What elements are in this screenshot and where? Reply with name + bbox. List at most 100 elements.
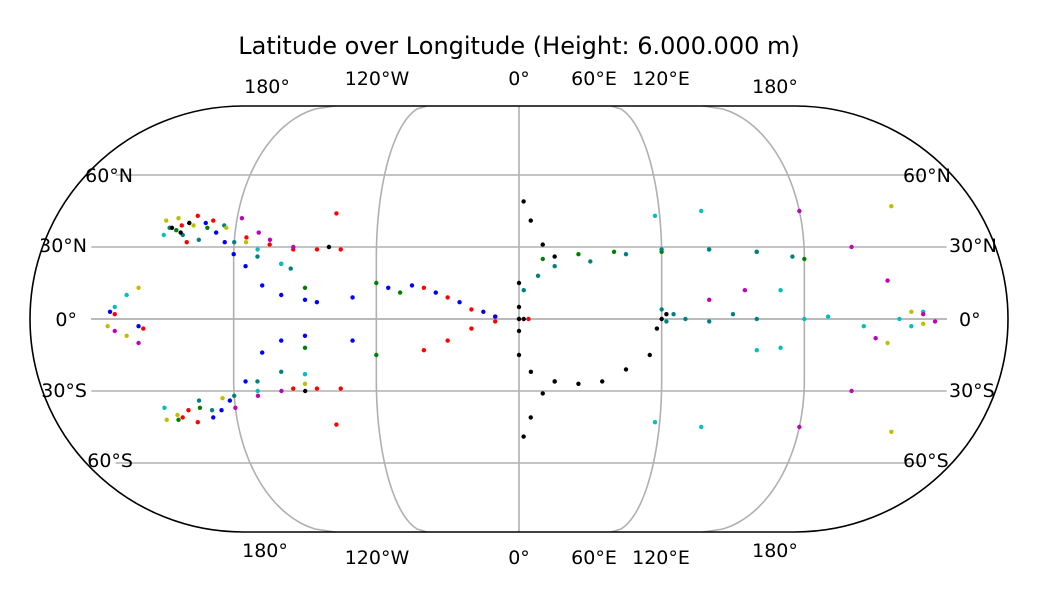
data-point bbox=[205, 225, 210, 230]
data-point bbox=[314, 300, 320, 305]
data-point bbox=[224, 225, 229, 230]
top-tick-label: 180° bbox=[244, 76, 290, 98]
data-point bbox=[409, 283, 415, 288]
bottom-tick-label: 180° bbox=[242, 540, 288, 562]
data-point bbox=[203, 220, 208, 226]
data-point bbox=[222, 240, 227, 245]
data-point bbox=[730, 312, 736, 317]
data-point bbox=[303, 388, 308, 394]
data-point bbox=[196, 398, 202, 403]
data-point bbox=[255, 254, 260, 259]
data-point bbox=[699, 424, 704, 430]
right-tick-label: 30°N bbox=[949, 235, 997, 257]
data-point bbox=[516, 280, 522, 286]
data-point bbox=[180, 415, 185, 420]
data-point bbox=[176, 216, 181, 221]
data-point bbox=[652, 213, 658, 218]
data-point bbox=[654, 326, 660, 331]
data-point bbox=[256, 230, 261, 235]
bottom-tick-label: 120°E bbox=[632, 547, 690, 569]
data-point bbox=[314, 247, 320, 252]
data-point bbox=[778, 345, 783, 350]
data-point bbox=[227, 398, 233, 403]
meridian-line bbox=[375, 105, 428, 533]
data-point bbox=[623, 367, 629, 372]
data-point bbox=[255, 247, 260, 252]
data-point bbox=[184, 240, 189, 245]
data-point bbox=[195, 420, 200, 425]
data-point bbox=[683, 316, 688, 322]
data-point bbox=[124, 292, 129, 298]
data-point bbox=[659, 307, 664, 312]
data-point bbox=[909, 324, 914, 329]
data-point bbox=[921, 312, 926, 317]
data-point bbox=[457, 300, 462, 305]
data-point bbox=[302, 381, 308, 386]
data-point bbox=[302, 372, 308, 377]
left-tick-label: 60°S bbox=[87, 450, 133, 472]
data-point bbox=[302, 285, 308, 290]
data-point bbox=[267, 237, 273, 242]
data-point bbox=[540, 391, 545, 396]
data-point bbox=[521, 434, 526, 439]
data-point bbox=[178, 230, 183, 235]
data-point bbox=[521, 316, 526, 322]
data-point bbox=[521, 199, 526, 204]
data-point bbox=[243, 264, 248, 269]
data-point bbox=[397, 290, 403, 295]
data-point bbox=[179, 223, 184, 228]
data-point bbox=[260, 283, 265, 288]
data-point bbox=[175, 412, 180, 418]
tick-labels: 180° 120°W 0° 60°E 120°E 180° 180° 120°W 0° 60°E 1… bbox=[39, 68, 997, 569]
right-tick-label: 0° bbox=[959, 309, 981, 331]
bottom-tick-label: 180° bbox=[752, 540, 798, 562]
data-point bbox=[302, 333, 308, 338]
data-point bbox=[469, 326, 474, 331]
data-point bbox=[600, 379, 605, 384]
data-point bbox=[516, 304, 522, 310]
data-point bbox=[445, 338, 450, 343]
map-area bbox=[29, 105, 1009, 533]
data-point bbox=[421, 348, 427, 353]
data-point bbox=[778, 288, 783, 293]
left-tick-label: 30°S bbox=[41, 380, 87, 402]
data-point bbox=[279, 388, 284, 394]
data-point bbox=[516, 352, 522, 358]
data-point bbox=[267, 242, 272, 247]
data-point bbox=[885, 278, 890, 283]
data-point bbox=[211, 415, 216, 420]
top-tick-label: 180° bbox=[752, 76, 798, 98]
data-point bbox=[243, 240, 249, 245]
data-point bbox=[232, 393, 237, 398]
data-point bbox=[897, 316, 902, 322]
bottom-tick-label: 120°W bbox=[345, 547, 410, 569]
data-point bbox=[445, 295, 450, 300]
bottom-tick-label: 0° bbox=[508, 547, 530, 569]
data-point bbox=[707, 319, 712, 324]
data-point bbox=[797, 424, 802, 430]
data-point bbox=[279, 261, 284, 266]
data-point bbox=[112, 304, 117, 310]
data-point bbox=[526, 316, 531, 322]
data-point bbox=[195, 213, 200, 218]
data-point bbox=[535, 273, 541, 278]
data-point bbox=[279, 338, 284, 343]
data-point bbox=[186, 408, 191, 413]
data-point bbox=[754, 249, 759, 254]
data-point bbox=[213, 230, 219, 235]
right-tick-label: 60°N bbox=[903, 165, 951, 187]
data-point bbox=[659, 247, 664, 252]
data-point bbox=[136, 324, 141, 329]
data-point bbox=[288, 266, 293, 271]
data-point bbox=[334, 211, 339, 216]
data-point bbox=[706, 247, 712, 252]
data-point bbox=[885, 340, 890, 346]
left-tick-label: 60°N bbox=[85, 165, 133, 187]
data-point bbox=[334, 422, 339, 427]
data-point bbox=[576, 381, 581, 386]
top-tick-label: 120°W bbox=[345, 68, 410, 90]
data-point bbox=[754, 316, 759, 322]
data-point bbox=[528, 415, 533, 420]
data-point bbox=[187, 220, 192, 226]
data-point bbox=[211, 218, 216, 223]
